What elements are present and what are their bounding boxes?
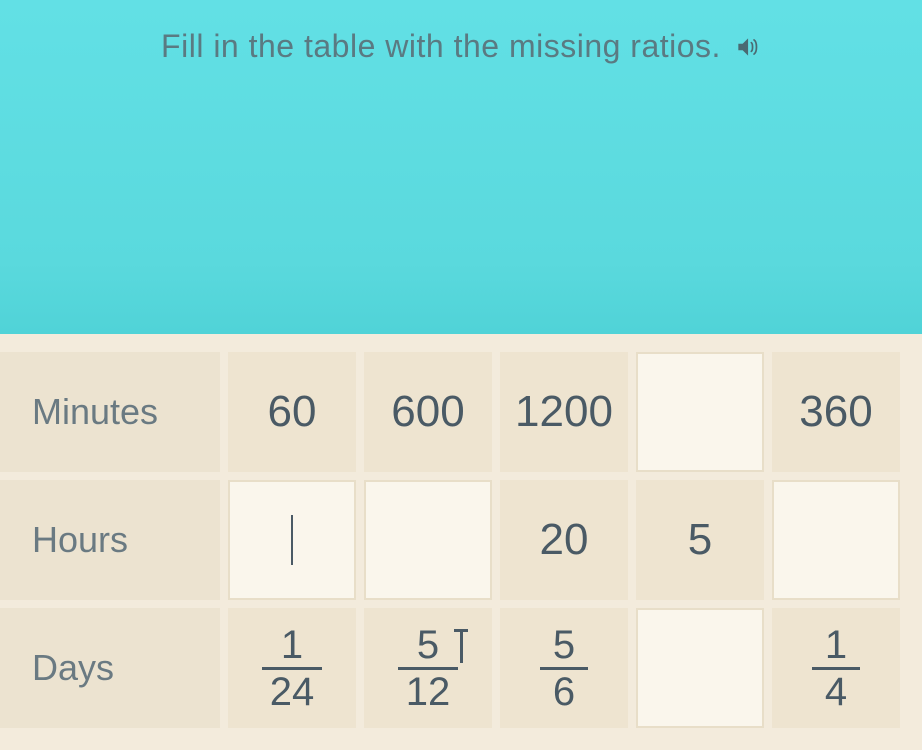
fraction-5-12: 5 12: [398, 625, 458, 712]
fraction-1-4: 1 4: [812, 625, 860, 712]
days-input-4[interactable]: [636, 608, 764, 728]
minutes-cell-3: 1200: [500, 352, 628, 472]
hours-cell-3: 20: [500, 480, 628, 600]
fraction-5-6: 5 6: [540, 625, 588, 712]
question-area: Fill in the table with the missing ratio…: [0, 0, 922, 65]
hours-input-2[interactable]: [364, 480, 492, 600]
row-header-hours: Hours: [0, 480, 220, 600]
speaker-icon[interactable]: [733, 33, 761, 61]
fraction-1-24: 1 24: [262, 625, 322, 712]
minutes-input-4[interactable]: [636, 352, 764, 472]
hours-input-5[interactable]: [772, 480, 900, 600]
minutes-cell-5: 360: [772, 352, 900, 472]
minutes-cell-2: 600: [364, 352, 492, 472]
question-text: Fill in the table with the missing ratio…: [161, 28, 721, 65]
days-cell-5: 1 4: [772, 608, 900, 728]
text-cursor-icon: [454, 629, 468, 663]
hours-cell-4: 5: [636, 480, 764, 600]
ratio-table-container: Minutes 60 600 1200 360 Hours 20 5 Days …: [0, 334, 922, 750]
days-cell-1: 1 24: [228, 608, 356, 728]
days-cell-3: 5 6: [500, 608, 628, 728]
days-cell-2[interactable]: 5 12: [364, 608, 492, 728]
row-header-days: Days: [0, 608, 220, 728]
hours-input-1[interactable]: [228, 480, 356, 600]
fraction-denominator: 24: [262, 667, 322, 712]
fraction-denominator: 6: [540, 667, 588, 712]
ratio-table: Minutes 60 600 1200 360 Hours 20 5 Days …: [0, 352, 900, 728]
fraction-denominator: 4: [812, 667, 860, 712]
fraction-numerator: 1: [281, 625, 303, 667]
minutes-cell-1: 60: [228, 352, 356, 472]
fraction-numerator: 5: [417, 625, 439, 667]
row-header-minutes: Minutes: [0, 352, 220, 472]
fraction-numerator: 1: [825, 625, 847, 667]
fraction-numerator: 5: [553, 625, 575, 667]
fraction-denominator: 12: [398, 667, 458, 712]
